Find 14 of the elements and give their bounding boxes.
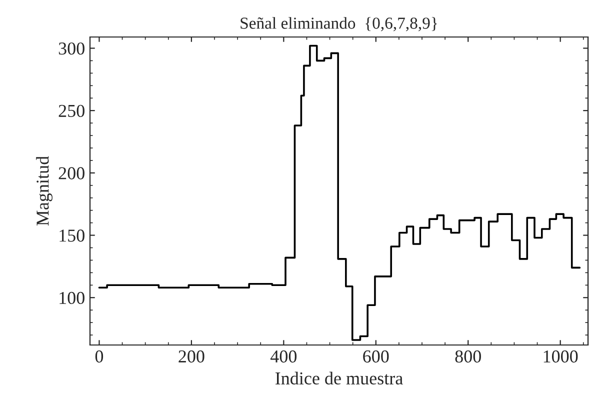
x-tick-label: 400 [270, 350, 297, 363]
x-tick-label: 1000 [544, 350, 578, 363]
y-tick-label: 150 [60, 230, 84, 242]
y-tick-label: 250 [58, 104, 84, 118]
x-tick-label: 200 [178, 350, 204, 363]
x-tick-label: 600 [363, 350, 389, 363]
x-tick-label: 800 [455, 350, 481, 363]
y-tick-label: 200 [58, 167, 84, 180]
y-tick-label: 100 [60, 292, 84, 304]
x-axis-title: Indice de muestra [275, 372, 403, 384]
chart-title: Señal eliminando {0,6,7,8,9} [240, 17, 437, 32]
x-tick-label: 0 [95, 350, 104, 363]
y-tick-label: 300 [58, 42, 84, 55]
y-axis-title: Magnitud [36, 156, 52, 226]
